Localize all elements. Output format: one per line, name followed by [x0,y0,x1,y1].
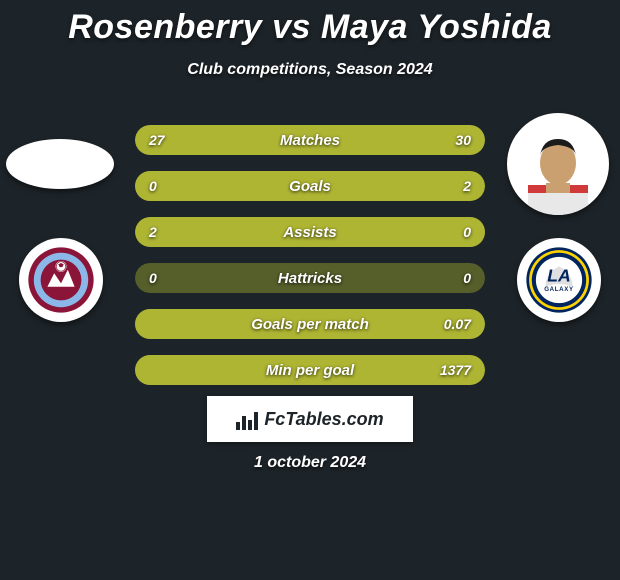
stat-fill-right [135,171,485,201]
stat-value-right: 2 [463,171,471,201]
right-player-avatar [504,110,612,218]
branding-badge: FcTables.com [207,396,413,442]
branding-text: FcTables.com [264,409,383,430]
stat-fill-right [135,355,485,385]
stat-value-left: 0 [149,171,157,201]
colorado-rapids-icon [27,246,95,314]
stat-value-right: 1377 [440,355,471,385]
svg-text:LA: LA [547,265,571,285]
stat-row: 1377Min per goal [135,355,485,385]
la-galaxy-icon: LA GALAXY [525,246,593,314]
stat-value-right: 0 [463,217,471,247]
stat-row: 0.07Goals per match [135,309,485,339]
stat-value-left: 0 [149,263,157,293]
stat-row: 00Hattricks [135,263,485,293]
stat-row: 2730Matches [135,125,485,155]
left-club-badge [19,238,103,322]
stat-value-right: 0 [463,263,471,293]
stat-value-left: 2 [149,217,157,247]
stat-row: 20Assists [135,217,485,247]
page-title: Rosenberry vs Maya Yoshida [0,0,620,47]
stat-value-left: 27 [149,125,165,155]
player-placeholder-icon [6,139,114,189]
left-player-avatar [6,110,114,218]
stat-row: 02Goals [135,171,485,201]
player-photo-icon [507,113,609,215]
stat-fill-left [135,217,485,247]
stat-value-right: 30 [455,125,471,155]
bar-chart-icon [236,408,258,430]
right-column: LA GALAXY [504,110,614,322]
stat-value-right: 0.07 [444,309,471,339]
stat-track [135,263,485,293]
date-label: 1 october 2024 [0,454,620,472]
subtitle: Club competitions, Season 2024 [0,61,620,79]
stat-fill-right [135,309,485,339]
right-club-badge: LA GALAXY [517,238,601,322]
stats-container: 2730Matches02Goals20Assists00Hattricks0.… [135,125,485,401]
svg-text:GALAXY: GALAXY [544,286,574,293]
left-column [6,110,116,322]
